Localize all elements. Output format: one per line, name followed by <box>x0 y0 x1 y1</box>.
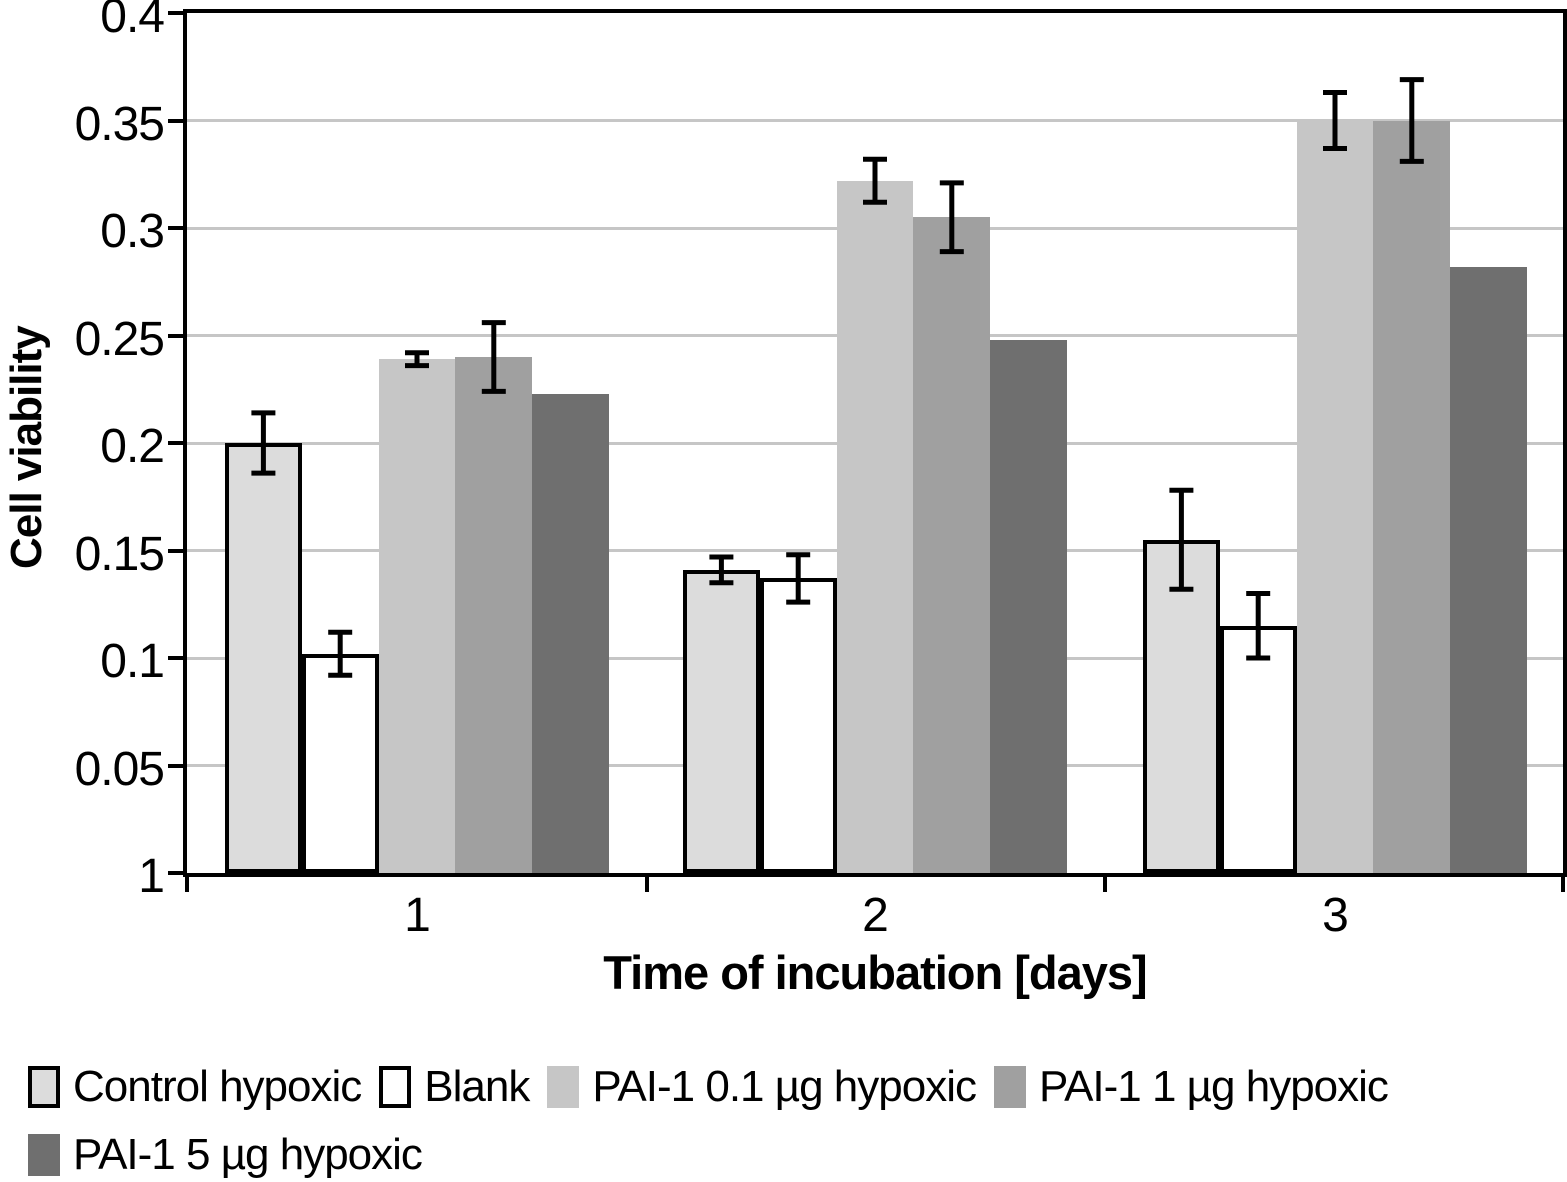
y-tick <box>168 333 183 338</box>
legend-label: Blank <box>424 1062 530 1111</box>
legend-swatch <box>547 1066 580 1108</box>
bar-blank-day-3 <box>1219 625 1297 873</box>
y-tick <box>168 871 183 875</box>
bar-pai-1-0-1-g-hypoxic-day-1 <box>378 359 456 873</box>
legend: Control hypoxic Blank PAI-1 0.1 µg hypoxic… <box>28 1062 1558 1180</box>
legend-item-pai-1-1-g-hypoxic: PAI-1 1 µg hypoxic <box>993 1062 1389 1112</box>
x-category-label: 2 <box>862 889 889 942</box>
bar-pai-1-1-g-hypoxic-day-3 <box>1373 120 1451 873</box>
x-tick <box>185 877 189 892</box>
bar-pai-1-0-1-g-hypoxic-day-3 <box>1296 120 1374 873</box>
y-tick-label: 0.2 <box>100 420 165 473</box>
y-tick <box>168 763 183 768</box>
x-axis-title: Time of incubation [days] <box>603 946 1147 999</box>
bar-pai-1-0-1-g-hypoxic-day-2 <box>836 180 914 873</box>
bar-pai-1-1-g-hypoxic-day-2 <box>913 217 991 873</box>
x-tick <box>645 877 649 892</box>
bar-control-hypoxic-day-1 <box>225 443 302 873</box>
y-tick-label: 0.35 <box>74 97 165 151</box>
y-tick-label: 0.1 <box>100 635 165 688</box>
legend-item-control-hypoxic: Control hypoxic <box>28 1062 362 1112</box>
error-bars-layer <box>251 77 1424 678</box>
bar-pai-1-5-g-hypoxic-day-1 <box>532 393 609 873</box>
y-tick <box>168 548 183 553</box>
x-tick <box>1103 877 1107 892</box>
legend-label: Control hypoxic <box>73 1062 362 1111</box>
y-tick <box>168 11 183 15</box>
x-category-label: 3 <box>1322 889 1349 942</box>
y-tick <box>168 226 183 230</box>
legend-label: PAI-1 0.1 µg hypoxic <box>592 1062 977 1111</box>
legend-label: PAI-1 1 µg hypoxic <box>1038 1062 1389 1111</box>
y-tick <box>168 118 183 123</box>
legend-item-pai-1-5-g-hypoxic: PAI-1 5 µg hypoxic <box>28 1130 423 1180</box>
y-tick-label: 0.15 <box>74 527 165 581</box>
y-tick-label: 1 <box>138 850 165 903</box>
y-tick <box>168 441 183 445</box>
x-category-label: 1 <box>404 889 431 942</box>
y-tick-label: 0.25 <box>74 312 165 366</box>
legend-swatch <box>379 1066 412 1108</box>
legend-item-blank: Blank <box>379 1062 530 1112</box>
y-tick-label: 0.4 <box>100 0 165 43</box>
gridline <box>187 119 1563 122</box>
x-tick <box>1561 877 1565 892</box>
bar-blank-day-2 <box>759 578 837 873</box>
legend-item-pai-1-0-1-g-hypoxic: PAI-1 0.1 µg hypoxic <box>547 1062 977 1112</box>
bar-pai-1-5-g-hypoxic-day-2 <box>990 339 1067 873</box>
legend-label: PAI-1 5 µg hypoxic <box>73 1130 423 1179</box>
y-tick-label: 0.05 <box>74 742 165 796</box>
bar-pai-1-1-g-hypoxic-day-1 <box>455 357 533 873</box>
plot-area <box>183 9 1567 877</box>
bar-pai-1-5-g-hypoxic-day-3 <box>1450 266 1527 873</box>
legend-swatch <box>28 1066 60 1108</box>
y-tick <box>168 656 183 660</box>
y-tick-label: 0.3 <box>100 205 165 258</box>
legend-swatch <box>993 1066 1026 1108</box>
legend-swatch <box>28 1134 60 1176</box>
